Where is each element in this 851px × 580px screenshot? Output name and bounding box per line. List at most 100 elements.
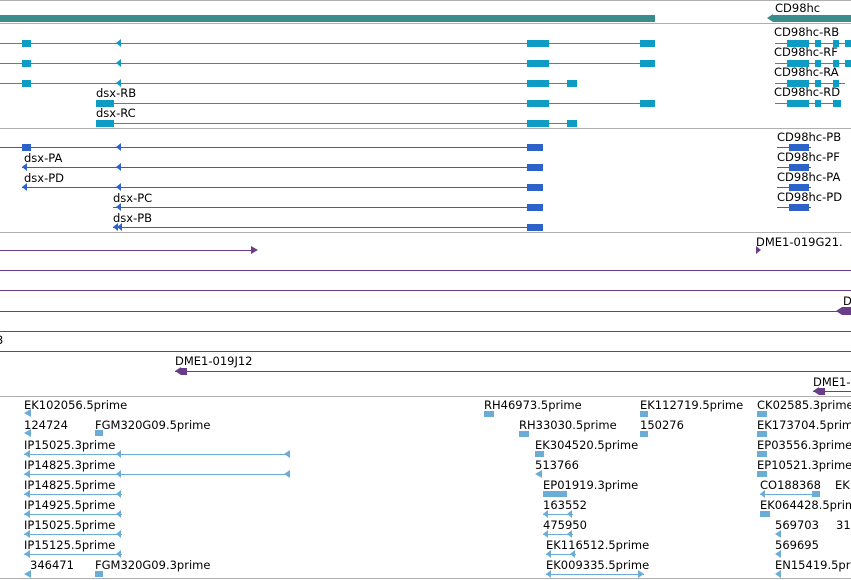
est-label[interactable]: 31	[836, 518, 851, 532]
transcript-label[interactable]: CD98hc-RF	[774, 45, 838, 59]
est-label[interactable]: EK173704.5prime	[757, 418, 851, 432]
est-feature[interactable]	[543, 491, 567, 497]
transcript-intron-line[interactable]	[96, 103, 655, 104]
clone-label[interactable]: DME1-019J12	[175, 354, 253, 368]
est-label[interactable]: 124724	[24, 418, 68, 432]
protein-line[interactable]	[22, 167, 543, 168]
est-feature-icon[interactable]	[543, 530, 548, 538]
est-feature[interactable]	[535, 451, 544, 457]
est-feature-icon[interactable]	[24, 570, 31, 578]
est-label[interactable]: 569703	[775, 518, 819, 532]
clone-line[interactable]	[0, 311, 851, 312]
est-feature[interactable]	[757, 471, 767, 477]
est-line[interactable]	[24, 454, 290, 455]
est-label[interactable]: EK304520.5prime	[535, 438, 639, 452]
est-label[interactable]: 475950	[543, 518, 587, 532]
est-feature-icon[interactable]	[24, 450, 30, 458]
transcript-label[interactable]: CD98hc-RB	[774, 25, 840, 39]
transcript-exon[interactable]	[22, 60, 31, 67]
est-feature[interactable]	[640, 411, 648, 417]
est-label[interactable]: IP15025.3prime	[24, 438, 116, 452]
transcript-intron-line[interactable]	[96, 123, 577, 124]
cd98hc-transcript-glyph[interactable]	[775, 40, 851, 47]
est-feature-icon[interactable]	[24, 490, 30, 498]
est-feature[interactable]	[519, 431, 529, 437]
est-label[interactable]: IP14925.5prime	[24, 498, 116, 512]
transcript-label[interactable]: CD98hc-RA	[774, 65, 839, 79]
protein-label[interactable]: CD98hc-PA	[777, 170, 841, 184]
protein-label[interactable]: dsx-PB	[113, 211, 153, 225]
est-label[interactable]: EK102056.5prime	[24, 398, 128, 412]
est-feature-icon[interactable]	[546, 550, 551, 558]
est-feature-icon[interactable]	[116, 550, 121, 558]
est-feature[interactable]	[95, 430, 103, 436]
est-feature[interactable]	[757, 411, 767, 417]
est-feature-icon[interactable]	[116, 510, 121, 518]
est-label[interactable]: EP03556.3prime	[757, 438, 851, 452]
est-feature-icon[interactable]	[24, 409, 31, 417]
est-label[interactable]: EP01919.3prime	[543, 478, 639, 492]
transcript-exon[interactable]	[527, 100, 549, 107]
protein-label[interactable]: CD98hc-PD	[777, 190, 843, 204]
est-label[interactable]: 513766	[535, 458, 579, 472]
est-label[interactable]: IP14825.5prime	[24, 478, 116, 492]
gene-label-cd98hc[interactable]: CD98hc	[775, 1, 821, 15]
transcript-exon[interactable]	[640, 60, 655, 67]
est-label[interactable]: EK112719.5prime	[640, 398, 744, 412]
est-feature-icon[interactable]	[284, 470, 290, 478]
est-feature-icon[interactable]	[116, 450, 121, 458]
clone-block[interactable]	[181, 368, 187, 375]
est-line[interactable]	[760, 494, 820, 495]
est-feature-icon[interactable]	[535, 470, 542, 478]
transcript-exon[interactable]	[527, 40, 549, 47]
clone-label[interactable]: DME1-019G21.	[756, 235, 843, 249]
clone-line[interactable]	[0, 351, 851, 352]
transcript-label[interactable]: CD98hc-RD	[774, 85, 841, 99]
est-label[interactable]: RH46973.5prime	[484, 398, 582, 412]
cd98hc-transcript-glyph[interactable]	[775, 100, 841, 107]
transcript-intron-line[interactable]	[0, 63, 655, 64]
est-feature-icon[interactable]	[775, 570, 781, 578]
est-line[interactable]	[543, 534, 573, 535]
transcript-exon[interactable]	[640, 40, 655, 47]
est-label[interactable]: 150276	[640, 418, 684, 432]
protein-label[interactable]: dsx-PC	[113, 191, 153, 205]
est-label[interactable]: CK02585.3prime	[757, 398, 851, 412]
clone-line[interactable]	[175, 371, 851, 372]
protein-line[interactable]	[0, 147, 543, 148]
est-feature-icon[interactable]	[543, 510, 548, 518]
transcript-intron-line[interactable]	[0, 43, 655, 44]
transcript-exon[interactable]	[96, 120, 114, 127]
est-feature-icon[interactable]	[775, 550, 781, 558]
clone-line[interactable]	[0, 331, 851, 332]
est-line[interactable]	[546, 554, 576, 555]
est-feature[interactable]	[484, 411, 494, 417]
transcript-intron-line[interactable]	[0, 83, 577, 84]
clone-line[interactable]	[813, 391, 851, 392]
transcript-exon[interactable]	[640, 100, 655, 107]
protein-label[interactable]: CD98hc-PF	[777, 150, 840, 164]
est-feature-icon[interactable]	[116, 530, 121, 538]
est-feature[interactable]	[757, 431, 767, 437]
est-feature-icon[interactable]	[24, 470, 30, 478]
protein-exon[interactable]	[527, 164, 543, 171]
transcript-exon[interactable]	[527, 80, 549, 87]
est-label[interactable]: EK	[835, 478, 850, 492]
transcript-exon[interactable]	[527, 120, 549, 127]
est-label[interactable]: EK064428.5prime	[760, 498, 851, 512]
est-line[interactable]	[24, 494, 122, 495]
est-feature[interactable]	[757, 451, 767, 457]
gene-cd98hc-span[interactable]	[773, 15, 851, 22]
est-feature[interactable]	[95, 571, 103, 577]
protein-label[interactable]: CD98hc-PB	[777, 130, 842, 144]
transcript-exon[interactable]	[22, 80, 31, 87]
protein-exon[interactable]	[22, 144, 31, 151]
protein-line[interactable]	[22, 187, 543, 188]
protein-exon[interactable]	[527, 224, 543, 231]
transcript-exon[interactable]	[567, 80, 577, 87]
protein-label[interactable]: dsx-PD	[24, 171, 65, 185]
est-feature-icon[interactable]	[567, 530, 572, 538]
est-feature-icon[interactable]	[284, 450, 290, 458]
est-line[interactable]	[543, 514, 573, 515]
est-label[interactable]: RH33030.5prime	[519, 418, 617, 432]
